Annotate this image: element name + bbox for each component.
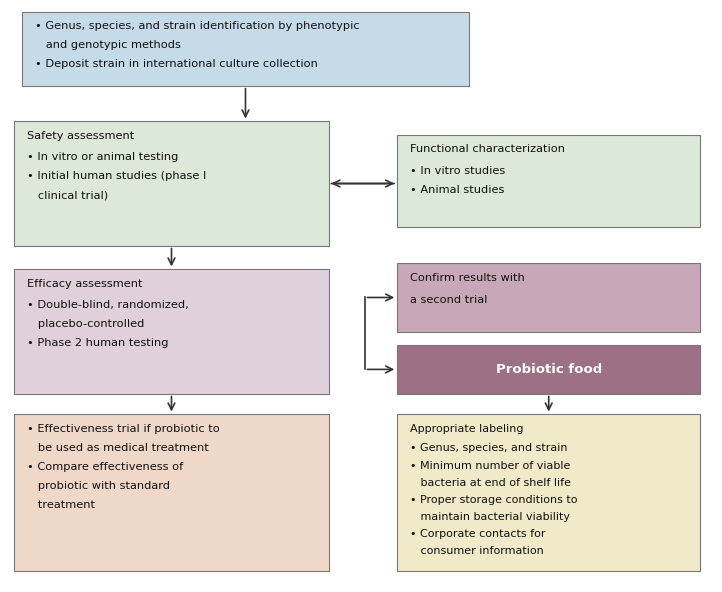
Text: • Corporate contacts for: • Corporate contacts for xyxy=(410,529,546,539)
Text: and genotypic methods: and genotypic methods xyxy=(35,40,181,50)
Text: • Compare effectiveness of: • Compare effectiveness of xyxy=(27,462,183,472)
Text: be used as medical treatment: be used as medical treatment xyxy=(27,443,209,453)
Text: maintain bacterial viability: maintain bacterial viability xyxy=(410,512,570,522)
Text: treatment: treatment xyxy=(27,500,95,510)
FancyBboxPatch shape xyxy=(22,12,469,86)
Text: • Minimum number of viable: • Minimum number of viable xyxy=(410,461,570,471)
Text: consumer information: consumer information xyxy=(410,546,544,556)
Text: Appropriate labeling: Appropriate labeling xyxy=(410,424,523,434)
Text: • Effectiveness trial if probiotic to: • Effectiveness trial if probiotic to xyxy=(27,424,220,434)
Text: • Phase 2 human testing: • Phase 2 human testing xyxy=(27,338,169,348)
Text: Functional characterization: Functional characterization xyxy=(410,144,565,155)
Text: clinical trial): clinical trial) xyxy=(27,190,108,200)
FancyBboxPatch shape xyxy=(14,121,329,246)
Text: placebo-controlled: placebo-controlled xyxy=(27,319,145,329)
FancyBboxPatch shape xyxy=(14,269,329,394)
Text: Efficacy assessment: Efficacy assessment xyxy=(27,279,143,289)
Text: a second trial: a second trial xyxy=(410,295,487,305)
Text: • Genus, species, and strain: • Genus, species, and strain xyxy=(410,443,567,453)
Text: • Proper storage conditions to: • Proper storage conditions to xyxy=(410,495,578,505)
FancyBboxPatch shape xyxy=(397,135,700,227)
Text: • Animal studies: • Animal studies xyxy=(410,185,505,195)
FancyBboxPatch shape xyxy=(397,263,700,332)
Text: • Genus, species, and strain identification by phenotypic: • Genus, species, and strain identificat… xyxy=(35,21,360,31)
Text: • In vitro or animal testing: • In vitro or animal testing xyxy=(27,152,179,162)
Text: Safety assessment: Safety assessment xyxy=(27,131,135,141)
Text: probiotic with standard: probiotic with standard xyxy=(27,481,170,491)
Text: • Deposit strain in international culture collection: • Deposit strain in international cultur… xyxy=(35,59,318,69)
Text: • Double-blind, randomized,: • Double-blind, randomized, xyxy=(27,300,189,310)
FancyBboxPatch shape xyxy=(397,345,700,394)
FancyBboxPatch shape xyxy=(397,414,700,571)
Text: • In vitro studies: • In vitro studies xyxy=(410,166,505,176)
Text: • Initial human studies (phase I: • Initial human studies (phase I xyxy=(27,171,206,181)
Text: Confirm results with: Confirm results with xyxy=(410,273,525,283)
FancyBboxPatch shape xyxy=(14,414,329,571)
Text: bacteria at end of shelf life: bacteria at end of shelf life xyxy=(410,478,571,488)
Text: Probiotic food: Probiotic food xyxy=(495,363,602,376)
